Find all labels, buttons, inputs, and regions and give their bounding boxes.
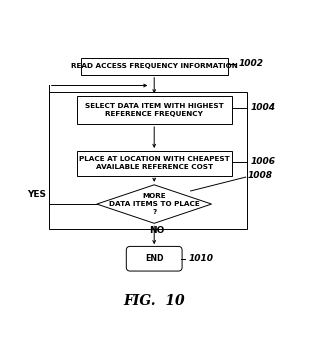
FancyBboxPatch shape [81,58,228,75]
FancyBboxPatch shape [126,246,182,271]
Text: MORE
DATA ITEMS TO PLACE
?: MORE DATA ITEMS TO PLACE ? [109,193,200,215]
Text: PLACE AT LOCATION WITH CHEAPEST
AVAILABLE REFERENCE COST: PLACE AT LOCATION WITH CHEAPEST AVAILABL… [79,156,230,170]
Text: READ ACCESS FREQUENCY INFORMATION: READ ACCESS FREQUENCY INFORMATION [71,63,238,69]
FancyBboxPatch shape [77,96,232,124]
Text: FIG.  10: FIG. 10 [123,294,185,308]
Text: 1004: 1004 [250,103,275,112]
Text: 1008: 1008 [247,171,272,180]
Text: YES: YES [27,190,46,199]
Text: END: END [145,254,163,263]
FancyBboxPatch shape [77,151,232,175]
Text: NO: NO [149,226,164,235]
Polygon shape [97,185,211,223]
Text: SELECT DATA ITEM WITH HIGHEST
REFERENCE FREQUENCY: SELECT DATA ITEM WITH HIGHEST REFERENCE … [85,103,224,117]
Text: 1002: 1002 [239,59,264,68]
Text: 1006: 1006 [250,157,275,166]
Text: 1010: 1010 [188,254,213,263]
